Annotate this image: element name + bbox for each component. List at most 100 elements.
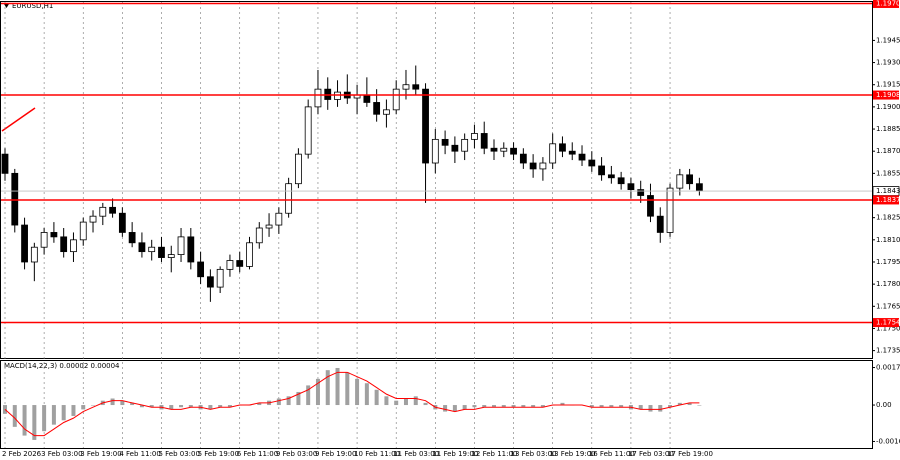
macd-histogram-bar <box>227 405 232 408</box>
candle-body <box>373 102 381 115</box>
macd-histogram-bar <box>403 398 408 406</box>
macd-histogram-bar <box>423 402 428 406</box>
macd-histogram-bar <box>609 405 614 408</box>
y-tick-label: 1.1855 <box>876 169 900 177</box>
trend-line <box>1 107 36 132</box>
candle-body <box>216 268 224 288</box>
candle-body <box>314 88 322 108</box>
macd-histogram-bar <box>130 402 135 406</box>
macd-histogram-bar <box>257 402 262 406</box>
candle-body <box>461 138 469 152</box>
symbol-menu-arrow[interactable] <box>4 4 9 8</box>
candle-body <box>206 276 214 288</box>
y-tick-label: 1.1930 <box>876 59 900 67</box>
main-panel <box>0 1 873 359</box>
macd-histogram-bar <box>364 383 369 406</box>
macd-histogram-bar <box>71 405 76 416</box>
candle-body <box>412 84 420 90</box>
candle-body <box>148 246 156 253</box>
macd-histogram-bar <box>492 405 496 408</box>
x-tick-label: 5 Feb 19:00 <box>198 450 239 458</box>
x-tick-label: 3 Feb 19:00 <box>80 450 121 458</box>
candle-body <box>158 246 165 258</box>
macd-histogram-bar <box>169 405 174 410</box>
candle-body <box>50 232 58 238</box>
macd-histogram-bar <box>521 405 526 408</box>
y-tick-label: 1.1900 <box>876 103 900 111</box>
y-tick-label: 1.1810 <box>876 236 900 244</box>
candle-body <box>519 153 527 164</box>
macd-histogram-bar <box>325 370 330 406</box>
current-price-label: 1.1843 <box>876 187 900 195</box>
macd-title: MACD(14,22,3) 0.00002 0.00004 <box>4 362 120 370</box>
macd-histogram-bar <box>276 398 281 406</box>
x-tick-label: 12 Feb 11:00 <box>471 450 517 458</box>
level-label: 1.1754 <box>876 319 900 327</box>
candle-body <box>578 153 586 161</box>
candle-body <box>559 143 566 152</box>
candle-body <box>197 261 205 278</box>
candle-body <box>637 189 645 196</box>
candle-body <box>246 242 253 267</box>
level-label-box <box>873 195 899 205</box>
macd-histogram-bar <box>42 405 47 432</box>
macd-histogram-bar <box>91 405 96 406</box>
candle-body <box>588 159 596 167</box>
level-label: 1.1837 <box>876 196 900 204</box>
macd-histogram-bar <box>668 405 673 408</box>
macd-histogram-bar <box>345 372 350 406</box>
x-tick-label: 4 Feb 11:00 <box>119 450 160 458</box>
y-tick-label: 1.1915 <box>876 81 900 89</box>
y-tick-label: 1.1735 <box>876 347 900 355</box>
macd-histogram-bar <box>560 402 565 406</box>
candle-body <box>275 212 283 226</box>
candle-body <box>451 144 459 152</box>
macd-histogram-bar <box>32 405 37 440</box>
candle-body <box>598 165 605 176</box>
candle-body <box>656 215 664 233</box>
level-label-box <box>873 0 899 8</box>
macd-histogram-bar <box>296 391 301 406</box>
macd-histogram-bar <box>179 405 184 408</box>
x-tick-label: 5 Feb 03:00 <box>158 450 199 458</box>
macd-histogram-bar <box>648 405 653 412</box>
candle-body <box>568 150 576 155</box>
x-tick-label: 16 Feb 11:00 <box>589 450 635 458</box>
candle-body <box>294 153 302 185</box>
y-tick-label: 1.1765 <box>876 302 900 310</box>
candle-body <box>422 88 429 164</box>
candle-body <box>549 143 557 164</box>
macd-histogram-bar <box>638 405 643 410</box>
x-tick-label: 17 Feb 19:00 <box>667 450 713 458</box>
macd-histogram-bar <box>335 367 340 406</box>
level-label-box <box>873 90 899 100</box>
level-label-box <box>873 318 899 328</box>
y-tick-label: 1.1750 <box>876 324 900 332</box>
candle-body <box>128 232 136 244</box>
y-tick-label: 1.1795 <box>876 258 900 266</box>
macd-histogram-bar <box>61 405 66 421</box>
macd-histogram-bar <box>443 405 448 412</box>
candle-body <box>363 94 371 103</box>
candle-body <box>265 224 273 229</box>
candle-body <box>1 153 9 174</box>
macd-histogram-bar <box>677 402 682 406</box>
y-tick-label: 1.1780 <box>876 280 900 288</box>
macd-histogram-bar <box>462 405 467 410</box>
macd-histogram-bar <box>589 405 594 408</box>
x-tick-label: 10 Feb 11:00 <box>354 450 400 458</box>
macd-histogram-bar <box>687 402 692 406</box>
macd-histogram-bar <box>374 389 379 406</box>
macd-histogram-bar <box>413 396 418 406</box>
macd-histogram-bar <box>697 405 702 406</box>
candle-body <box>236 260 244 267</box>
macd-histogram-bar <box>384 396 389 406</box>
x-tick-label: 17 Feb 03:00 <box>628 450 674 458</box>
candle-body <box>304 106 312 155</box>
macd-signal-line <box>4 371 700 437</box>
candle-body <box>480 133 488 149</box>
macd-histogram-bar <box>540 405 545 408</box>
x-tick-label: 3 Feb 03:00 <box>41 450 82 458</box>
y-tick-label: 0.00 <box>876 401 892 409</box>
